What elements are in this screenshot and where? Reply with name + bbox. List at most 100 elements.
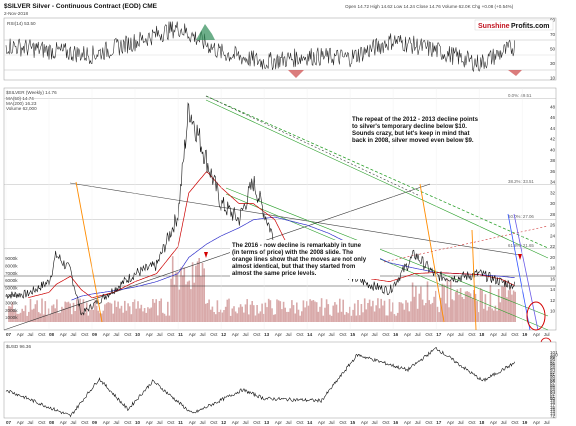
volume-bar xyxy=(168,315,171,322)
volume-tick-label: 1000k xyxy=(5,315,18,320)
price-tick-label: 26 xyxy=(550,223,556,228)
volume-bar xyxy=(105,303,108,322)
volume-bar xyxy=(80,303,83,322)
volume-bar xyxy=(236,313,239,322)
usd-panel: $USD 96.36 10110099989796959493929190898… xyxy=(3,341,558,419)
volume-bar xyxy=(476,301,478,322)
price-tick-label: 28 xyxy=(550,212,556,217)
volume-bar xyxy=(193,282,195,322)
time-tick-label: Oct xyxy=(167,420,175,425)
volume-bar xyxy=(165,315,167,322)
volume-bar xyxy=(287,311,290,322)
projection-blue-1 xyxy=(507,213,531,331)
volume-tick-label: 5000k xyxy=(5,286,18,291)
price-tick-label: 34 xyxy=(550,180,556,185)
volume-bar xyxy=(110,303,113,322)
time-tick-label: Apr xyxy=(103,420,111,425)
price-tick-label: 14 xyxy=(550,287,556,292)
volume-bar xyxy=(484,294,487,322)
volume-bar xyxy=(304,307,306,322)
volume-bar xyxy=(377,298,379,322)
volume-bar xyxy=(330,315,333,322)
time-tick-label: Jul xyxy=(501,332,507,337)
usd-line xyxy=(5,346,515,418)
volume-bar xyxy=(89,309,91,322)
volume-bar xyxy=(185,284,187,322)
volume-bar xyxy=(342,299,344,322)
volume-bar xyxy=(56,299,58,322)
volume-bar xyxy=(375,305,377,322)
volume-bar xyxy=(87,315,90,322)
time-tick-label: Oct xyxy=(210,420,218,425)
volume-bar xyxy=(104,304,106,322)
usd-tick-label: 76 xyxy=(550,405,556,410)
time-tick-label: 08 xyxy=(49,420,55,425)
volume-bar xyxy=(117,301,119,322)
usd-tick-label: 93 xyxy=(550,368,556,373)
volume-bar xyxy=(211,306,214,322)
volume-bar xyxy=(454,291,457,322)
note2-line5: almost the same price levels. xyxy=(232,270,317,277)
volume-bar xyxy=(26,315,28,322)
time-tick-label: Jul xyxy=(286,332,292,337)
volume-bar xyxy=(246,299,248,322)
volume-bar xyxy=(216,300,219,322)
note1-line2: to silver's temporary decline below $10. xyxy=(352,123,467,130)
volume-bar xyxy=(72,302,75,322)
volume-bar xyxy=(350,315,353,322)
volume-bar xyxy=(433,296,435,322)
time-tick-label: Jul xyxy=(157,420,163,425)
volume-bar xyxy=(289,308,291,322)
volume-bar xyxy=(239,304,242,322)
volume-bar xyxy=(416,308,419,322)
time-tick-label: Jul xyxy=(544,332,550,337)
volume-bar xyxy=(443,284,445,322)
time-tick-label: Apr xyxy=(103,332,111,337)
volume-bar xyxy=(163,313,166,322)
volume-bar xyxy=(90,305,93,322)
volume-bar xyxy=(24,305,27,322)
volume-bar xyxy=(224,306,227,322)
price-tick-label: 18 xyxy=(550,266,556,271)
time-tick-label: Oct xyxy=(425,332,433,337)
time-tick-label: 18 xyxy=(479,332,485,337)
volume-bar xyxy=(393,314,396,322)
trend-line-green-upper xyxy=(205,95,549,249)
time-tick-label: Jul xyxy=(372,420,378,425)
volume-bar xyxy=(196,261,199,322)
time-tick-label: Oct xyxy=(382,420,390,425)
orange-line-2008 xyxy=(75,181,103,323)
volume-bar xyxy=(459,288,462,322)
price-tick-label: 32 xyxy=(550,190,556,195)
volume-bar xyxy=(190,289,192,322)
volume-bar xyxy=(107,302,109,322)
time-tick-label: 11 xyxy=(178,420,183,425)
volume-tick-label: 7000k xyxy=(5,271,18,276)
volume-bar xyxy=(373,311,376,322)
volume-bar xyxy=(491,308,493,322)
volume-bar xyxy=(59,312,61,322)
volume-bar xyxy=(436,306,439,322)
volume-bar xyxy=(509,286,512,322)
price-tick-label: 36 xyxy=(550,169,556,174)
volume-bar xyxy=(469,293,472,322)
volume-bar xyxy=(18,313,20,322)
volume-bar xyxy=(85,302,88,322)
volume-bar xyxy=(506,297,508,322)
volume-bar xyxy=(19,312,22,322)
volume-bar xyxy=(425,303,427,322)
volume-bar xyxy=(368,299,371,322)
time-tick-label: Jul xyxy=(286,420,292,425)
time-tick-label: Jul xyxy=(501,420,507,425)
usd-tick-label: 81 xyxy=(550,394,556,399)
volume-bar xyxy=(276,299,278,322)
orange-line-2016 xyxy=(419,183,445,323)
usd-label: $USD 96.36 xyxy=(6,344,31,349)
volume-bar xyxy=(9,306,12,322)
volume-bar xyxy=(398,302,401,322)
volume-bar xyxy=(481,290,483,322)
volume-bar xyxy=(483,308,485,322)
volume-bar xyxy=(54,308,57,322)
symbol-title: $SILVER Silver - Continuous Contract (EO… xyxy=(4,3,158,10)
volume-bar xyxy=(95,305,98,322)
